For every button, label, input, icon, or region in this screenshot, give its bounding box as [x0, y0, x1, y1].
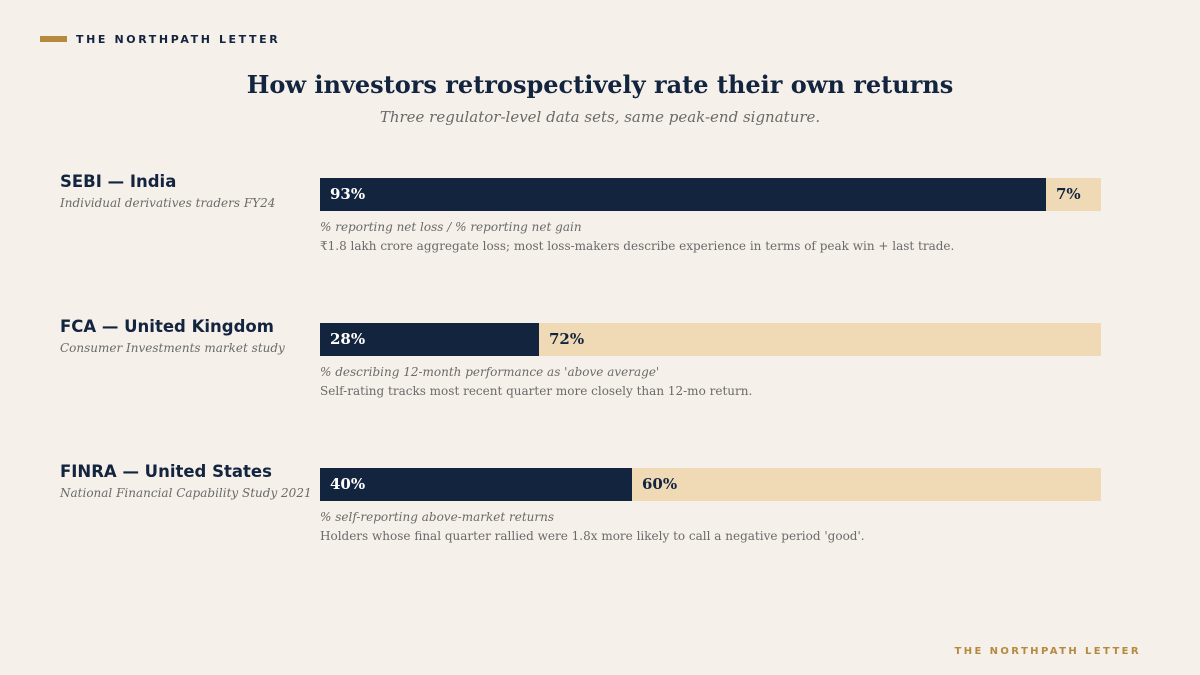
bar-primary-value: 93% — [330, 185, 366, 203]
bar-primary-value: 28% — [330, 330, 366, 348]
row-note: Holders whose final quarter rallied were… — [320, 529, 865, 543]
row-label: FCA — United Kingdom — [60, 317, 274, 336]
row-metric: % describing 12-month performance as 'ab… — [320, 365, 660, 379]
bar-secondary-value: 7% — [1056, 185, 1081, 203]
row-metric: % reporting net loss / % reporting net g… — [320, 220, 582, 234]
header-brand-text: THE NORTHPATH LETTER — [76, 32, 281, 46]
row-note: Self-rating tracks most recent quarter m… — [320, 384, 753, 398]
bar-secondary-value: 72% — [549, 330, 585, 348]
chart-row-finra: FINRA — United States National Financial… — [0, 462, 1200, 562]
bar-track: 93% 7% — [320, 178, 1101, 211]
chart-row-sebi: SEBI — India Individual derivatives trad… — [0, 172, 1200, 272]
row-label: FINRA — United States — [60, 462, 272, 481]
chart-title: How investors retrospectively rate their… — [246, 70, 954, 99]
footer-brand: THE NORTHPATH LETTER — [954, 646, 1141, 657]
bar-track: 40% 60% — [320, 468, 1101, 501]
brand-accent-bar — [40, 36, 67, 42]
chart-subtitle: Three regulator-level data sets, same pe… — [379, 108, 821, 126]
bar-primary-segment — [320, 323, 539, 356]
row-label: SEBI — India — [60, 172, 177, 191]
row-source: Individual derivatives traders FY24 — [60, 196, 276, 210]
bar-primary-segment — [320, 178, 1046, 211]
bar-primary-value: 40% — [330, 475, 366, 493]
row-metric: % self-reporting above-market returns — [320, 510, 555, 524]
row-note: ₹1.8 lakh crore aggregate loss; most los… — [320, 239, 955, 253]
bar-primary-segment — [320, 468, 632, 501]
bar-secondary-value: 60% — [642, 475, 678, 493]
row-source: National Financial Capability Study 2021 — [60, 486, 312, 500]
chart-row-fca: FCA — United Kingdom Consumer Investment… — [0, 317, 1200, 417]
header-brand: THE NORTHPATH LETTER — [40, 32, 280, 46]
bar-track: 28% 72% — [320, 323, 1101, 356]
row-source: Consumer Investments market study — [60, 341, 285, 355]
